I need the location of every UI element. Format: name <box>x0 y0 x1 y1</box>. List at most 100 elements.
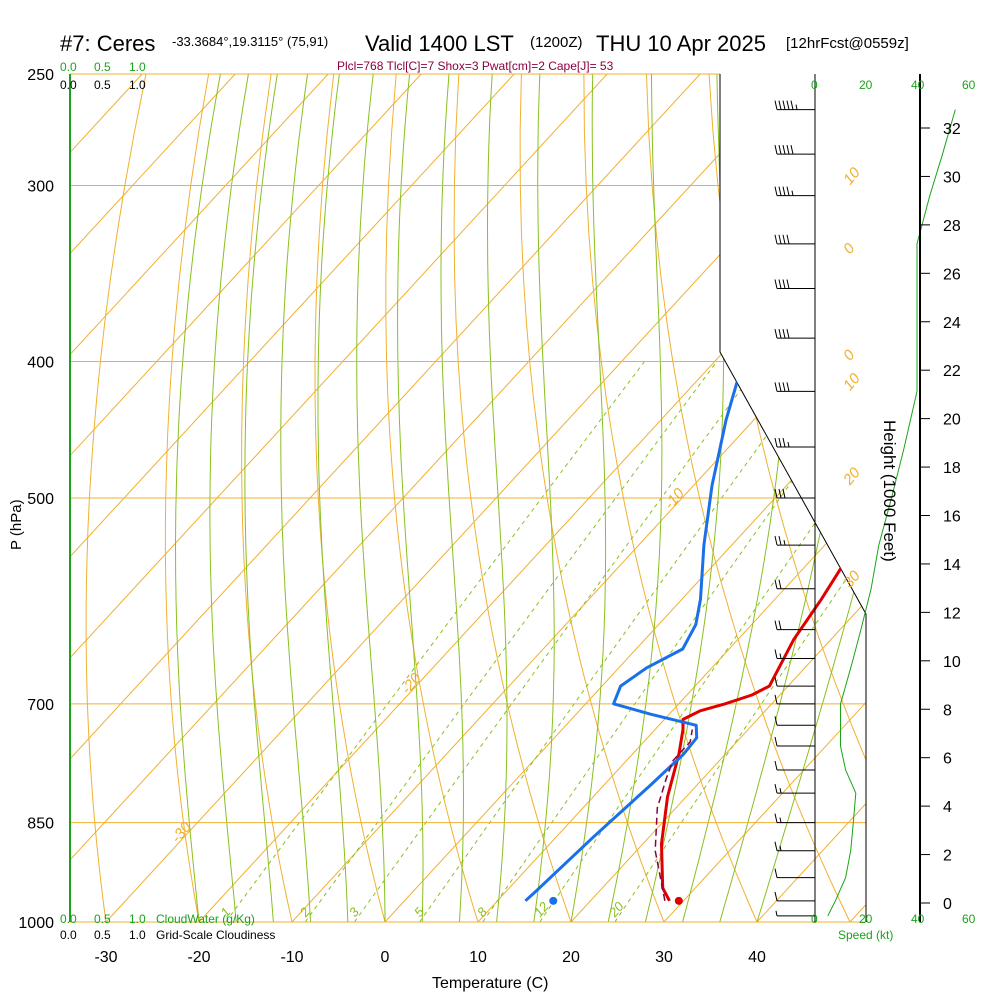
cloud-top-2: 1.0 <box>129 60 146 74</box>
mixing-ratio-8 <box>482 361 866 922</box>
dry-adiabat <box>241 74 293 922</box>
cloud-bottom2-2: 1.0 <box>129 928 146 942</box>
wind-barb-flag <box>774 437 778 448</box>
wind-barb-flag <box>782 145 786 155</box>
surface-dewpoint-dot <box>549 896 558 905</box>
temperature-tick--10: -10 <box>280 949 303 966</box>
wind-barb-flag <box>782 329 786 339</box>
wind-barb-flag <box>774 234 778 244</box>
temperature-tick-10: 10 <box>469 949 487 966</box>
isotherm-label: 0 <box>840 240 859 258</box>
wind-barb-flag <box>786 234 790 244</box>
height-tick-28: 28 <box>943 218 961 235</box>
wind-barb-flag <box>774 488 778 499</box>
height-tick-22: 22 <box>943 363 961 380</box>
surface-temperature-dot <box>674 896 683 905</box>
wind-barb <box>774 488 815 499</box>
isotherm-50 <box>849 74 866 922</box>
wind-barb-flag <box>774 279 778 289</box>
wind-barb-flag <box>786 186 790 196</box>
diagram-frame-right <box>719 74 867 922</box>
mixing-ratio-5 <box>419 361 821 922</box>
wind-barb-half <box>787 441 790 448</box>
cloud-top2-2: 1.0 <box>129 78 146 92</box>
height-tick-16: 16 <box>943 509 961 526</box>
height-tick-10: 10 <box>943 654 961 671</box>
valid-date: THU 10 Apr 2025 <box>596 31 766 56</box>
wind-barb-half <box>779 653 782 659</box>
moist-adiabat <box>397 74 424 922</box>
cloud-scale-top: 0.0 0.5 1.0 0.0 0.5 1.0 <box>60 60 146 92</box>
dry-adiabat <box>385 74 479 922</box>
cloud-bottom-2: 1.0 <box>129 912 146 926</box>
wind-barb <box>774 234 815 245</box>
wind-barb-flag <box>774 694 778 704</box>
wind-barb <box>774 329 815 339</box>
wind-barb-flag <box>786 100 790 110</box>
speed-bottom-3: 60 <box>962 912 976 926</box>
wind-barb-flag <box>782 100 786 110</box>
valid-time: Valid 1400 LST <box>365 31 514 56</box>
wind-barb <box>774 186 815 197</box>
moist-adiabat <box>209 74 249 922</box>
wind-barb-flag <box>774 868 778 878</box>
station-title: #7: Ceres <box>60 31 155 56</box>
temperature-tick--20: -20 <box>187 949 210 966</box>
wind-barb <box>774 841 815 852</box>
pressure-tick-500: 500 <box>27 491 54 508</box>
mixing-ratio-label: 5 <box>411 904 428 920</box>
height-axis-label: Height (1000 Feet) <box>880 420 899 562</box>
dry-adiabat <box>897 74 1000 922</box>
isotherm-label: 30 <box>840 567 864 591</box>
temperature-axis-label: Temperature (C) <box>432 975 548 992</box>
moist-adiabat <box>570 74 607 922</box>
mixing-ratio-12 <box>539 361 866 922</box>
pressure-tick-850: 850 <box>27 816 54 833</box>
height-tick-6: 6 <box>943 751 952 768</box>
cloud-scale-bottom: 0.0 0.5 1.0 CloudWater (g/Kg) 0.0 0.5 1.… <box>60 912 275 942</box>
dewpoint-trace <box>524 84 866 902</box>
cloud-top-0: 0.0 <box>60 60 77 74</box>
speed-bottom-1: 20 <box>859 912 873 926</box>
cloud-bottom2-1: 0.5 <box>94 928 111 942</box>
speed-top-3: 60 <box>962 78 976 92</box>
parcel-trace <box>654 729 694 901</box>
speed-top-1: 20 <box>859 78 873 92</box>
cloud-top2-0: 0.0 <box>60 78 77 92</box>
isotherm--100 <box>70 74 236 922</box>
speed-scale-bottom: 0 20 40 60 Speed (kt) <box>811 912 976 942</box>
temperature-tick-30: 30 <box>655 949 673 966</box>
dry-adiabat <box>519 74 665 922</box>
moist-adiabat <box>244 74 278 922</box>
cloud-bottom-0: 0.0 <box>60 912 77 926</box>
cloud-top2-1: 0.5 <box>94 78 111 92</box>
wind-barb <box>774 760 815 771</box>
wind-barb <box>774 813 815 824</box>
moist-adiabat <box>533 74 555 922</box>
wind-barb-flag <box>790 145 794 155</box>
wind-barb-flag <box>778 186 782 196</box>
wind-barb-flag <box>774 891 778 901</box>
wind-barb <box>774 736 815 747</box>
wind-barb <box>774 437 815 448</box>
wind-barb <box>774 649 815 659</box>
moist-adiabat <box>486 74 508 922</box>
wind-barb-flag <box>782 437 786 448</box>
wind-barb-flag <box>774 620 778 630</box>
sounding-traces <box>524 84 866 905</box>
wind-barb-flag <box>786 145 790 155</box>
height-tick-26: 26 <box>943 266 961 283</box>
dry-adiabat <box>164 74 210 922</box>
wind-barb-flag <box>778 279 782 289</box>
wind-barb-flag <box>778 620 782 630</box>
zulu-time: (1200Z) <box>530 34 583 51</box>
wind-barb-flag <box>774 649 778 659</box>
wind-barb-half <box>775 910 778 916</box>
height-tick-18: 18 <box>943 460 961 477</box>
isotherm-label: 0 <box>840 346 859 364</box>
wind-barb-flag <box>782 382 786 392</box>
wind-barb-flag <box>774 329 778 339</box>
wind-barb <box>774 716 815 726</box>
